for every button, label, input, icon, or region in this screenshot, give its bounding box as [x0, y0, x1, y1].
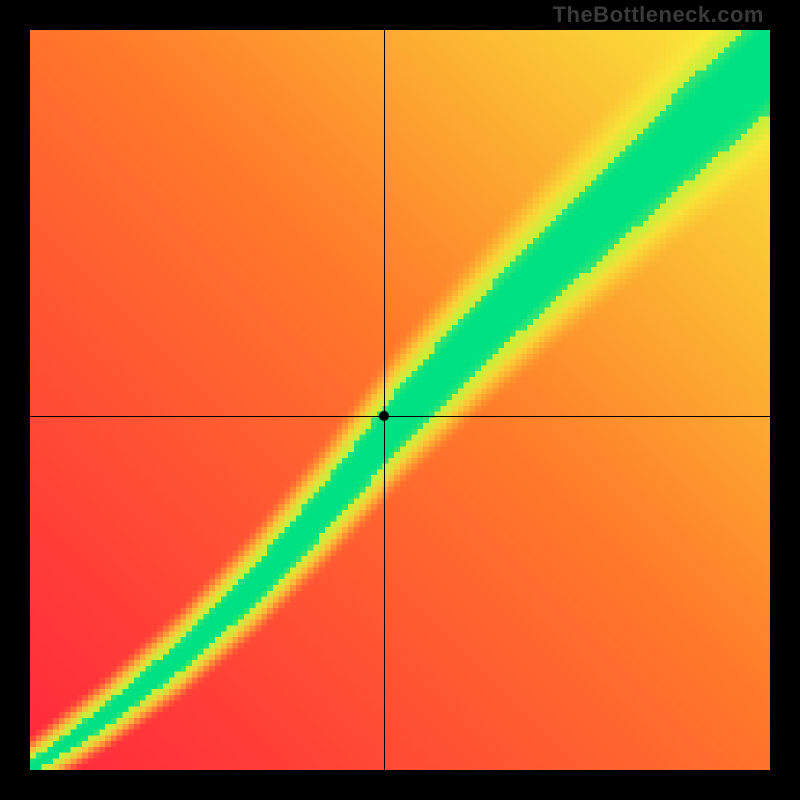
- crosshair-horizontal: [30, 416, 770, 417]
- figure-outer: TheBottleneck.com: [0, 0, 800, 800]
- plot-area: [30, 30, 770, 770]
- crosshair-vertical: [384, 30, 385, 770]
- watermark-text: TheBottleneck.com: [553, 2, 764, 28]
- heatmap-canvas: [30, 30, 770, 770]
- crosshair-marker: [378, 410, 390, 422]
